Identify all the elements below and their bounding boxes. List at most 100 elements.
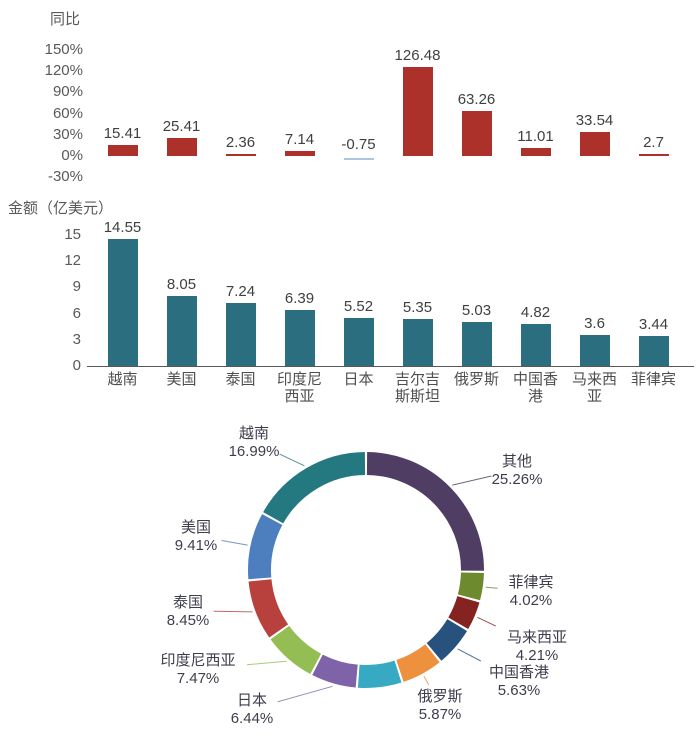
- bar-value-label: 5.35: [402, 299, 433, 317]
- bar: [402, 66, 433, 156]
- donut-slice-name: 中国香港: [489, 664, 549, 681]
- bar: [638, 154, 669, 156]
- donut-leader-line: [423, 675, 430, 686]
- y-axis-tick-label: 60%: [52, 104, 83, 122]
- amount-bar-chart: 金额（亿美元） 15 12 9 6 3 0 14.55 越南 8.05 美国 7.24 泰国 6.39 印…: [0, 190, 698, 420]
- y-axis-tick-label: 9: [72, 278, 81, 296]
- bar-value-label: 5.52: [343, 297, 374, 315]
- bar-value-label: 3.44: [638, 315, 669, 333]
- x-axis-line: [87, 366, 694, 367]
- y-axis-tick-label: 150%: [44, 41, 83, 58]
- donut-leader-line: [457, 648, 482, 662]
- donut-slice: [366, 452, 485, 571]
- donut-slice-label: 菲律宾 4.02%: [508, 574, 553, 609]
- donut-slice-label: 日本 6.44%: [231, 692, 274, 727]
- y-axis-tick-label: 3: [72, 330, 81, 348]
- donut-slice-percent: 16.99%: [229, 443, 280, 460]
- donut-slice-percent: 8.45%: [167, 612, 210, 629]
- bar-value-label: 11.01: [517, 128, 554, 146]
- donut-leader-line: [277, 685, 333, 703]
- donut-slice-label: 马来西亚 4.21%: [507, 629, 567, 664]
- donut-leader-line: [485, 586, 498, 589]
- bar-value-label: -0.75: [341, 136, 376, 153]
- y-axis-tick-label: 30%: [52, 125, 83, 143]
- donut-slice-percent: 25.26%: [492, 471, 543, 488]
- amount-chart-title: 金额（亿美元）: [8, 200, 114, 217]
- donut-slice-percent: 4.21%: [516, 647, 559, 664]
- donut-slice: [457, 572, 484, 601]
- donut-slice-name: 其他: [502, 453, 532, 470]
- donut-slice-percent: 7.47%: [177, 670, 220, 687]
- bar-value-label: 8.05: [166, 275, 197, 293]
- bar: [166, 138, 197, 156]
- bar: [520, 323, 551, 366]
- bar-value-label: 14.55: [103, 218, 142, 236]
- bar: [461, 322, 492, 366]
- donut-slice-percent: 5.87%: [419, 706, 462, 723]
- donut-slice: [248, 578, 289, 638]
- y-axis-tick-label: 15: [64, 226, 81, 243]
- bar: [579, 132, 610, 156]
- bar-value-label: 7.24: [225, 282, 256, 300]
- bar: [107, 238, 138, 366]
- donut-leader-line: [213, 610, 253, 613]
- bar: [461, 111, 492, 156]
- donut-slice-percent: 9.41%: [175, 537, 218, 554]
- x-category-label: 中国香港: [512, 371, 558, 405]
- y-axis-tick-label: -30%: [47, 168, 83, 186]
- donut-slice: [312, 654, 359, 688]
- donut-slice-name: 日本: [237, 692, 267, 709]
- donut-slice: [357, 660, 402, 688]
- x-category-label: 日本: [343, 371, 374, 388]
- x-category-label: 越南: [107, 371, 138, 388]
- x-category-label: 印度尼西亚: [276, 371, 322, 405]
- bar: [166, 295, 197, 366]
- bar-value-label: 15.41: [103, 125, 142, 143]
- donut-slice-percent: 6.44%: [231, 710, 274, 727]
- donut-slice-label: 美国 9.41%: [175, 519, 218, 554]
- yoy-bar-chart: 同比 150% 120% 90% 60% 30% 0% -30% 15.41 25.41 2.36…: [0, 0, 698, 190]
- bar-value-label: 33.54: [575, 112, 614, 130]
- bar: [638, 335, 669, 366]
- donut-slice-label: 其他 25.26%: [492, 453, 543, 488]
- bar-value-label: 25.41: [162, 118, 201, 136]
- bar-value-label: 2.36: [225, 134, 256, 152]
- donut-leader-line: [246, 660, 287, 666]
- bar: [520, 148, 551, 156]
- donut-slice-label: 泰国 8.45%: [167, 594, 210, 629]
- bar: [579, 334, 610, 366]
- x-category-label: 泰国: [225, 371, 256, 388]
- bar-value-label: 5.03: [461, 302, 492, 320]
- y-axis-tick-label: 90%: [52, 83, 83, 101]
- donut-slice-label: 俄罗斯 5.87%: [417, 688, 462, 723]
- bar: [343, 317, 374, 366]
- bar-value-label: 6.39: [284, 290, 315, 308]
- donut-slice-percent: 5.63%: [498, 682, 541, 699]
- bar: [402, 319, 433, 366]
- donut-slice-name: 俄罗斯: [417, 688, 462, 705]
- y-axis-tick-label: 0: [72, 357, 81, 374]
- x-category-label: 马来西亚: [571, 371, 617, 405]
- bar: [225, 302, 256, 366]
- donut-slice: [248, 514, 283, 580]
- x-category-label: 吉尔吉斯斯坦: [394, 371, 440, 405]
- x-category-label: 美国: [166, 371, 197, 388]
- donut-slice: [263, 452, 366, 524]
- donut-svg: 其他 25.26% 菲律宾 4.02% 马来西亚 4.21%中国香港 5.63% 俄罗斯 5.8…: [160, 425, 567, 727]
- donut-slice-label: 越南 16.99%: [229, 425, 280, 460]
- bar-value-label: 63.26: [457, 91, 496, 109]
- bar-value-label: 4.82: [520, 303, 551, 321]
- share-donut-chart: 其他 25.26% 菲律宾 4.02% 马来西亚 4.21% 中国香港 5.63% 俄罗斯 5.8…: [0, 420, 698, 742]
- bar-value-label: 7.14: [284, 130, 315, 148]
- donut-leader-line: [477, 616, 497, 627]
- donut-slice-label: 印度尼西亚 7.47%: [160, 652, 235, 687]
- donut-leader-line: [279, 453, 305, 467]
- yoy-chart-title: 同比: [50, 11, 81, 28]
- donut-leader-line: [221, 540, 248, 546]
- donut-slice-name: 越南: [239, 425, 269, 442]
- x-category-label: 菲律宾: [630, 371, 676, 388]
- donut-slice: [448, 595, 480, 630]
- bar-value-label: 126.48: [394, 46, 441, 64]
- donut-slice: [270, 625, 322, 674]
